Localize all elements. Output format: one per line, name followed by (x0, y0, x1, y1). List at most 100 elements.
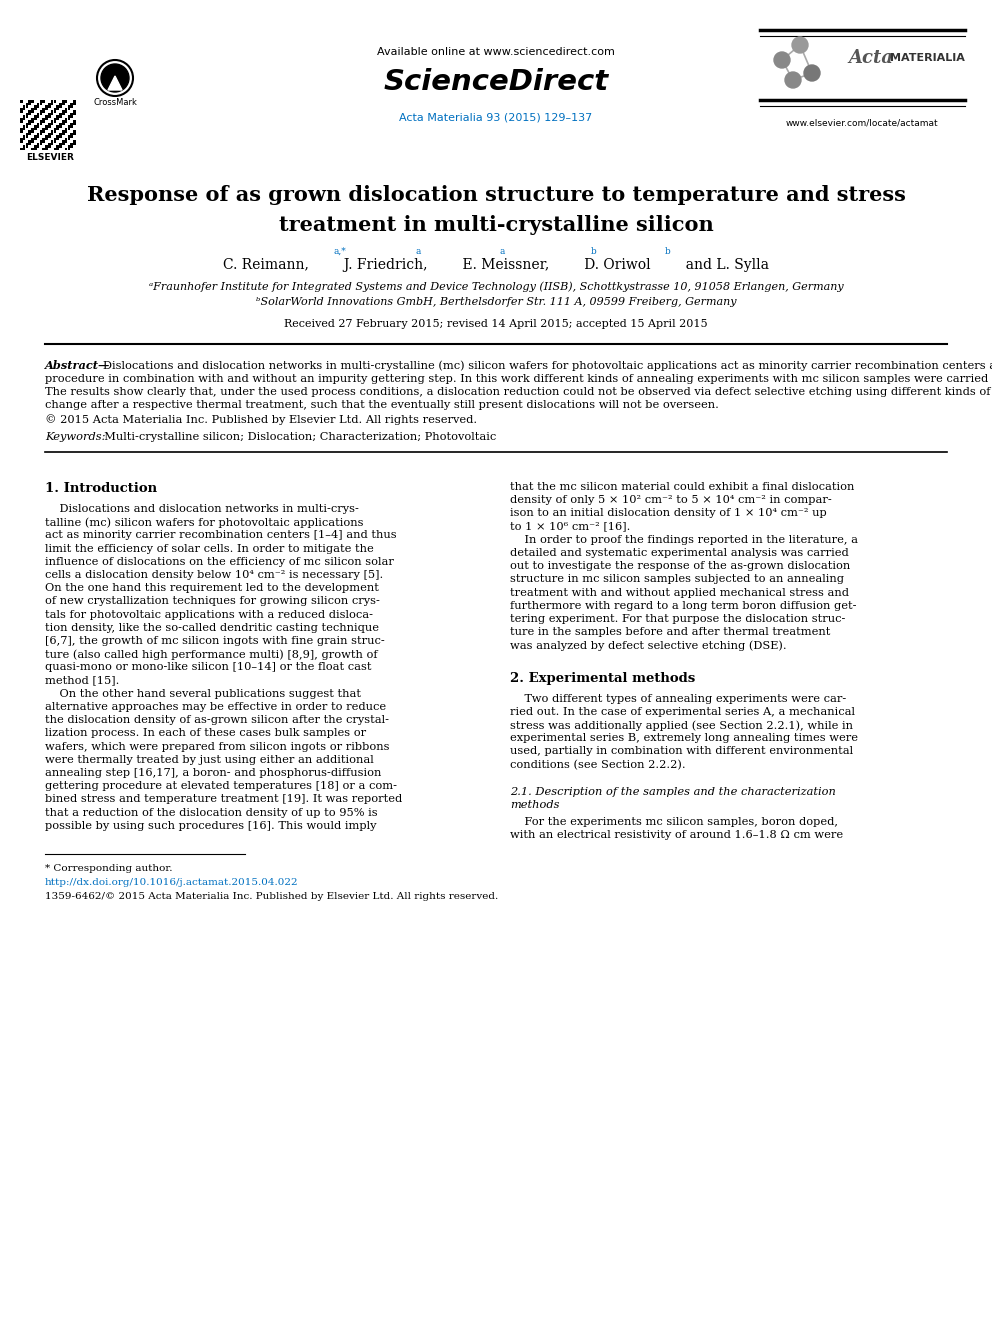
Bar (60, 132, 62, 135)
Bar (54, 101, 57, 102)
Bar (54, 120, 57, 123)
Bar (62, 103, 64, 105)
Text: detailed and systematic experimental analysis was carried: detailed and systematic experimental ana… (510, 548, 849, 558)
Text: Multi-crystalline silicon; Dislocation; Characterization; Photovoltaic: Multi-crystalline silicon; Dislocation; … (97, 433, 496, 442)
Bar (34, 126, 37, 127)
Text: Dislocations and dislocation networks in multi-crystalline (mc) silicon wafers f: Dislocations and dislocation networks in… (103, 360, 992, 370)
Bar (70, 106, 72, 107)
Bar (37, 132, 40, 135)
Bar (57, 106, 59, 107)
Bar (60, 126, 62, 127)
Bar (60, 135, 62, 138)
Text: alternative approaches may be effective in order to reduce: alternative approaches may be effective … (45, 703, 386, 712)
Bar (70, 143, 72, 146)
Text: lization process. In each of these cases bulk samples or: lization process. In each of these cases… (45, 729, 366, 738)
Bar (31, 130, 34, 132)
Circle shape (804, 65, 820, 81)
Circle shape (785, 71, 801, 89)
Bar (54, 138, 57, 140)
Bar (43, 128, 45, 130)
Bar (51, 140, 54, 143)
Bar (20, 101, 23, 102)
Bar (73, 140, 75, 143)
Bar (26, 115, 28, 118)
Bar (62, 101, 64, 102)
Bar (46, 118, 48, 120)
Bar (26, 112, 28, 115)
Bar (62, 132, 64, 135)
Bar (37, 115, 40, 118)
Bar (57, 107, 59, 110)
Bar (70, 115, 72, 118)
Text: © 2015 Acta Materialia Inc. Published by Elsevier Ltd. All rights reserved.: © 2015 Acta Materialia Inc. Published by… (45, 414, 477, 425)
Bar (23, 106, 26, 107)
Bar (46, 135, 48, 138)
Bar (67, 138, 70, 140)
Bar (67, 126, 70, 127)
Text: 1. Introduction: 1. Introduction (45, 482, 157, 495)
Text: furthermore with regard to a long term boron diffusion get-: furthermore with regard to a long term b… (510, 601, 856, 611)
Text: change after a respective thermal treatment, such that the eventually still pres: change after a respective thermal treatm… (45, 401, 719, 410)
Bar (40, 132, 42, 135)
Bar (23, 148, 26, 149)
Bar (40, 112, 42, 115)
Text: On the other hand several publications suggest that: On the other hand several publications s… (45, 689, 361, 699)
Bar (23, 138, 26, 140)
Bar (57, 126, 59, 127)
Text: Available online at www.sciencedirect.com: Available online at www.sciencedirect.co… (377, 48, 615, 57)
Bar (43, 118, 45, 120)
Bar (51, 132, 54, 135)
Bar (48, 123, 51, 124)
Circle shape (101, 64, 129, 93)
Bar (37, 143, 40, 146)
Bar (73, 101, 75, 102)
Bar (54, 130, 57, 132)
Text: limit the efficiency of solar cells. In order to mitigate the: limit the efficiency of solar cells. In … (45, 544, 374, 553)
Bar (70, 112, 72, 115)
Bar (46, 128, 48, 130)
Bar (60, 112, 62, 115)
Bar (46, 107, 48, 110)
Text: ELSEVIER: ELSEVIER (26, 153, 74, 161)
Text: Keywords:: Keywords: (45, 433, 105, 442)
Bar (20, 130, 23, 132)
Bar (67, 106, 70, 107)
Bar (43, 101, 45, 102)
Bar (57, 135, 59, 138)
Bar (67, 148, 70, 149)
Bar (29, 140, 31, 143)
Bar (29, 143, 31, 146)
Bar (26, 135, 28, 138)
Text: act as minority carrier recombination centers [1–4] and thus: act as minority carrier recombination ce… (45, 531, 397, 540)
Text: experimental series B, extremely long annealing times were: experimental series B, extremely long an… (510, 733, 858, 744)
Bar (34, 135, 37, 138)
Text: Acta Materialia 93 (2015) 129–137: Acta Materialia 93 (2015) 129–137 (400, 112, 592, 122)
Bar (34, 115, 37, 118)
Bar (40, 120, 42, 123)
Text: http://dx.doi.org/10.1016/j.actamat.2015.04.022: http://dx.doi.org/10.1016/j.actamat.2015… (45, 878, 299, 886)
Bar (73, 110, 75, 112)
Bar (48, 146, 51, 147)
Bar (46, 126, 48, 127)
Bar (48, 112, 51, 115)
Bar (31, 148, 34, 149)
Bar (60, 143, 62, 146)
Bar (64, 130, 67, 132)
Bar (57, 148, 59, 149)
Text: On the one hand this requirement led to the development: On the one hand this requirement led to … (45, 583, 379, 593)
Bar (20, 107, 23, 110)
Bar (37, 146, 40, 147)
Bar (62, 120, 64, 123)
Bar (67, 118, 70, 120)
Text: to 1 × 10⁶ cm⁻² [16].: to 1 × 10⁶ cm⁻² [16]. (510, 521, 630, 532)
Bar (51, 143, 54, 146)
Bar (64, 120, 67, 123)
Text: 1359-6462/© 2015 Acta Materialia Inc. Published by Elsevier Ltd. All rights rese: 1359-6462/© 2015 Acta Materialia Inc. Pu… (45, 892, 498, 901)
Bar (57, 128, 59, 130)
Bar (40, 101, 42, 102)
Bar (64, 107, 67, 110)
Bar (73, 123, 75, 124)
Bar (48, 106, 51, 107)
Text: ᵃFraunhofer Institute for Integrated Systems and Device Technology (IISB), Schot: ᵃFraunhofer Institute for Integrated Sys… (149, 280, 843, 291)
Bar (40, 103, 42, 105)
